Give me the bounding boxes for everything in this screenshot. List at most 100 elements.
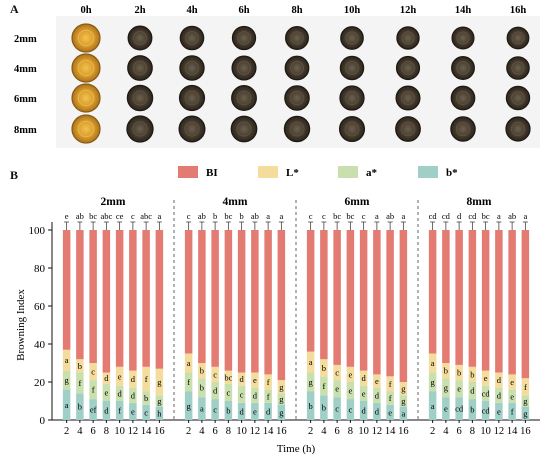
dried-sample-slice [505,116,531,142]
legend-label: b* [446,167,458,179]
dried-sample-slice [339,85,365,111]
bar-segment-astar [129,387,137,403]
bar-segment-bi [76,230,84,360]
bar-segment-astar [89,380,97,400]
bar-segment-bi [521,230,530,379]
dried-sample-slice [396,26,420,50]
y-tick-label: 100 [29,225,46,237]
sample-ring [236,121,252,137]
significance-letter: e [388,407,392,417]
time-label: 0h [80,5,91,16]
sample-ring [345,31,359,45]
bar-segment-lstar [62,349,71,371]
x-tick-label: 2 [308,426,313,437]
bar-segment-lstar [386,376,394,392]
sample-ring [455,121,471,137]
bar-segment-astar [306,372,315,392]
bar-segment-astar [481,385,490,401]
bar-segment-bi [62,230,71,350]
bar-segment-bi [399,230,408,382]
significance-letter: e [253,406,257,416]
y-tick-label: 20 [34,377,46,389]
bar-segment-astar [76,372,84,394]
y-axis-title: Browning Index [15,289,27,361]
bar-segment-lstar [251,372,259,388]
bar-segment-astar [455,380,463,398]
significance-letter: d [131,390,136,400]
dried-sample-slice [395,55,421,81]
significance-letter: a [431,358,435,368]
sample-ring [184,121,200,137]
bar-segment-lstar [89,363,97,381]
sample-ring [77,89,95,107]
bar-segment-bstar [129,402,137,420]
bar-segment-lstar [399,382,408,396]
significance-letter: c [348,405,352,415]
significance-letter: cd [429,211,438,221]
bar-segment-bstar [320,395,328,420]
significance-letter: a [279,211,283,221]
significance-letter: f [187,377,190,387]
bar-segment-lstar [333,364,341,381]
bar-segment-lstar [521,378,530,396]
significance-letter: f [322,381,325,391]
significance-letter: abc [100,211,112,221]
dried-sample-slice [506,26,530,50]
x-tick-label: 6 [91,426,96,437]
significance-letter: bc [224,372,232,382]
significance-letter: f [92,385,95,395]
sample-ring [511,61,525,75]
bar-segment-bi [386,230,394,377]
significance-letter: d [131,374,136,384]
significance-letter: b [309,401,313,411]
bar-segment-bi [142,230,150,367]
x-tick-label: 12 [372,426,383,437]
significance-letter: e [444,404,448,414]
bar-segment-astar [468,382,477,400]
significance-letter: c [335,368,339,378]
dried-sample-slice [127,55,153,81]
legend-label: L* [286,167,299,179]
legend-swatch-0 [178,166,198,178]
bar-segment-astar [264,389,272,403]
bar-segment-bi [455,230,463,365]
legend-label: a* [366,167,378,179]
bar-segment-bi [508,230,516,375]
x-tick-label: 10 [236,426,247,437]
bar-segment-bi [320,230,328,360]
bar-segment-bstar [155,406,164,420]
bar-segment-bstar [224,401,233,420]
x-tick-label: 4 [199,426,205,437]
dried-sample-slice [126,115,154,143]
bar-segment-astar [224,383,233,401]
bar-segment-bstar [62,389,71,420]
bar-segment-astar [62,370,71,390]
significance-letter: e [362,388,366,398]
significance-letter: d [118,388,123,398]
bar-segment-lstar [455,364,463,381]
significance-letter: g [279,407,284,417]
significance-letter: e [484,373,488,383]
significance-letter: b [322,363,326,373]
bar-segment-astar [277,393,286,405]
bar-segment-bi [359,230,368,371]
bar-segment-bi [115,230,124,367]
significance-letter: c [187,211,191,221]
bar-segment-bstar [89,399,97,420]
bar-segment-lstar [359,370,368,386]
significance-letter: g [309,377,314,387]
significance-letter: d [497,375,502,385]
time-label: 12h [400,5,417,16]
x-tick-label: 2 [64,426,69,437]
significance-letter: cd [455,404,464,414]
significance-letter: b [78,361,82,371]
dried-sample-slice [450,116,476,142]
panel-b-label: B [10,168,19,182]
significance-letter: bc [333,211,341,221]
sample-ring [132,30,148,46]
dried-sample-slice [178,115,206,143]
bar-segment-lstar [155,368,164,396]
sample-ring [345,61,359,75]
significance-letter: g [279,394,284,404]
significance-letter: d [375,390,380,400]
